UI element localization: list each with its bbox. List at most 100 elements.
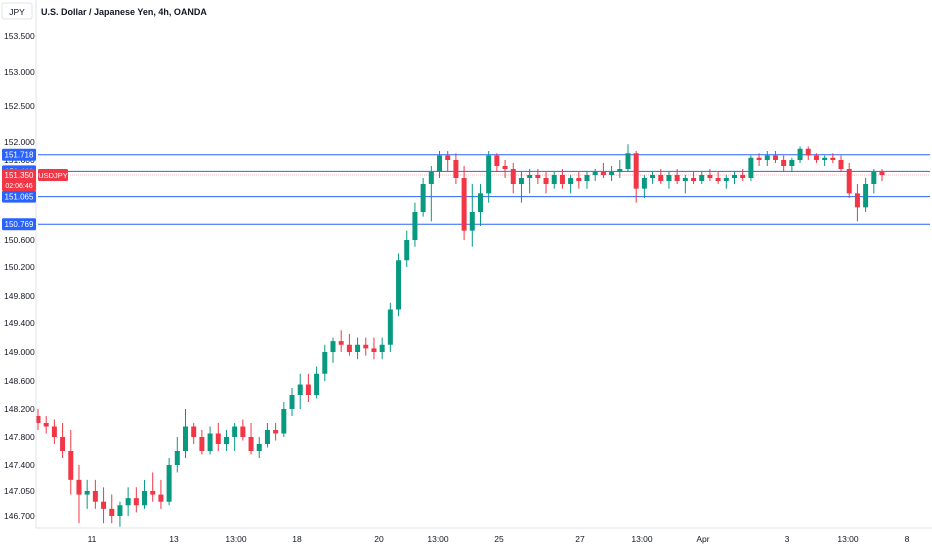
candle-body [363,344,369,349]
candle-body [371,348,377,352]
time-tick-label: Apr [696,534,709,544]
candle-body [625,153,631,169]
candle-body [330,341,336,352]
candle-body [650,175,656,178]
current-price-bg [2,169,36,191]
time-tick-label: 13 [169,534,179,544]
candle-body [748,157,754,178]
candle-body [871,172,877,184]
candle-body [453,160,459,178]
candle-body [248,437,254,451]
level-label-bg [2,218,36,231]
candle-body [404,240,410,261]
candle-body [125,498,131,506]
price-axis[interactable]: 153.500153.000152.500152.000151.600151.2… [4,31,35,521]
candle-body [199,437,205,451]
candle-body [535,175,541,178]
candle-body [305,384,311,395]
candle-body [191,426,197,437]
candle-body [428,172,434,184]
candle-body [740,175,746,178]
candle-body [60,437,66,451]
candle-body [396,260,402,310]
price-tick-label: 152.000 [4,137,35,147]
candle-body [723,178,729,181]
price-tick-label: 153.000 [4,67,35,77]
candle-body [133,498,139,506]
time-axis[interactable]: 11 13 13:00 18 20 13:00 25 27 13:00 Apr 3 13:00 8 [88,534,910,544]
candle-body [35,416,41,423]
candle-body [617,169,623,172]
candle-body [732,175,738,178]
symbol-box[interactable] [1,2,33,20]
candles [35,144,885,527]
candle-body [756,157,762,160]
candle-body [297,384,303,395]
candle-body [215,433,221,444]
candle-body [314,373,320,395]
candle-body [584,175,590,181]
time-tick-label: 13:00 [631,534,653,544]
candle-body [838,160,844,169]
time-tick-label: 20 [374,534,384,544]
candle-body [764,155,770,160]
candle-body [772,155,778,160]
candle-body [805,148,811,156]
candle-body [691,178,697,181]
candle-body [715,178,721,181]
candle-body [273,430,279,434]
countdown-label: 02:06:46 [5,183,32,190]
symbol-tag-bg [38,169,68,181]
candle-body [355,344,361,352]
candle-body [445,155,451,160]
candle-body [158,494,164,502]
candle-body [420,184,426,212]
candle-body [863,184,869,208]
candle-body [568,178,574,184]
candle-body [101,501,107,509]
symbol-tag-label: USDJPY [38,171,68,180]
candle-body [641,178,647,189]
candle-body [207,433,213,451]
candle-body [846,169,852,194]
level-label: 151.065 [5,193,34,202]
candle-body [502,166,508,169]
price-tick-label: 147.400 [4,460,35,470]
candle-body [510,169,516,184]
time-tick-label: 3 [785,534,790,544]
price-tick-label: 147.050 [4,486,35,496]
candle-body [543,178,549,184]
candle-body [576,178,582,181]
candle-body [387,309,393,345]
candle-body [437,155,443,172]
candle-body [600,172,606,175]
candle-body [322,352,328,374]
time-tick-label: 13:00 [225,534,247,544]
candle-body [461,178,467,231]
candle-body [822,157,828,160]
candle-body [289,395,295,409]
candle-body [281,409,287,434]
candle-body [559,175,565,184]
candle-body [379,344,385,352]
time-tick-label: 25 [494,534,504,544]
horizontal-levels [38,154,930,225]
candle-body [494,155,500,166]
candle-body [150,491,156,495]
candle-body [174,451,180,465]
candle-body [76,479,82,495]
candle-body [830,157,836,160]
chart-title: U.S. Dollar / Japanese Yen, 4h, OANDA [41,7,207,17]
price-tick-label: 153.500 [4,31,35,41]
price-tick-label: 147.800 [4,432,35,442]
time-tick-label: 13:00 [427,534,449,544]
price-labels: 151.718151.411151.065150.769151.35002:06… [2,148,68,231]
candle-body [813,155,819,160]
candle-body [109,508,115,516]
candle-body [789,160,795,166]
candle-body [486,155,492,194]
price-tick-label: 146.700 [4,511,35,521]
price-tick-label: 149.000 [4,347,35,357]
